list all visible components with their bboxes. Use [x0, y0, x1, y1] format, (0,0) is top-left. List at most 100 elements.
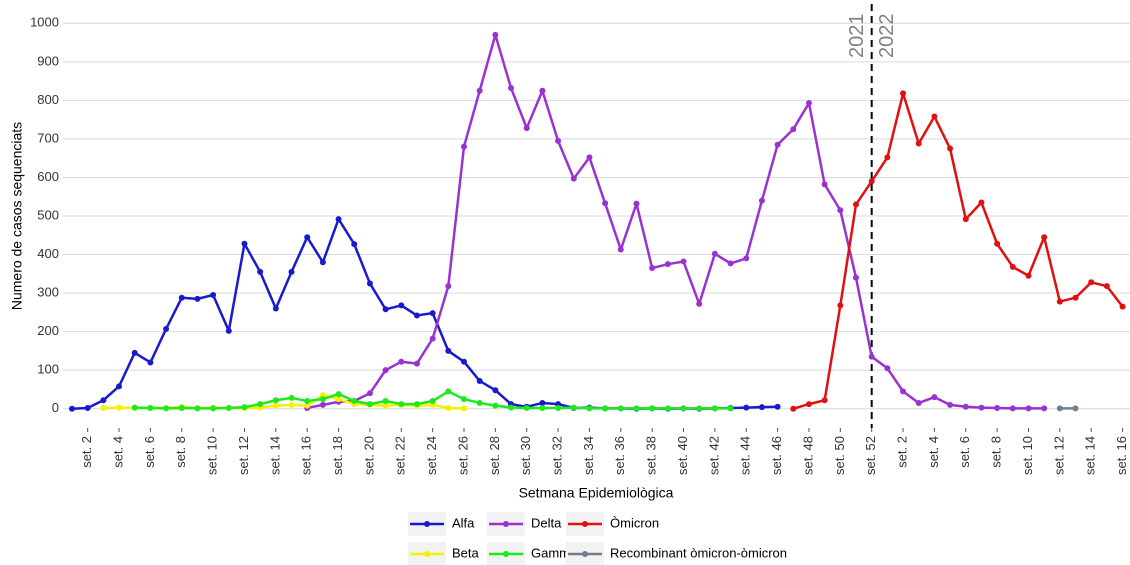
x-tick-label: set. 18 — [330, 436, 345, 475]
series-point — [539, 399, 546, 406]
series-point — [272, 305, 279, 312]
series-point — [413, 360, 420, 367]
y-tick-label: 0 — [52, 400, 59, 415]
series-point — [1056, 405, 1063, 412]
x-tick-label: set. 10 — [205, 436, 220, 475]
x-tick-label: set. 30 — [518, 436, 533, 475]
series-point — [257, 401, 264, 408]
series-point — [382, 402, 389, 409]
series-point — [868, 353, 875, 360]
series-point — [790, 126, 797, 133]
legend-label: Recombinant òmicron-òmicron — [610, 545, 787, 560]
y-tick-label: 300 — [37, 285, 59, 300]
series-point — [366, 280, 373, 287]
series-line — [792, 92, 1124, 410]
legend-label: Òmicron — [610, 515, 659, 530]
series-point — [131, 404, 138, 411]
series-point — [304, 402, 311, 409]
series-point — [947, 401, 954, 408]
series-point — [116, 404, 123, 411]
series-point — [257, 268, 264, 275]
x-tick-label: set. 14 — [1083, 436, 1098, 475]
series-point — [900, 388, 907, 395]
series-point — [790, 405, 797, 412]
x-tick-label: set. 24 — [424, 436, 439, 475]
series-point — [1009, 405, 1016, 412]
series-point — [1088, 279, 1095, 286]
series-point — [413, 401, 420, 408]
legend-key-dot — [424, 521, 430, 527]
series-point — [84, 404, 91, 411]
year-annotation: 2021 — [846, 14, 868, 59]
series-point — [288, 401, 295, 408]
series-point — [602, 200, 609, 207]
series-point — [351, 398, 358, 405]
series-point — [1041, 405, 1048, 412]
series-point — [664, 261, 671, 268]
series-point — [241, 404, 248, 411]
series-point — [696, 405, 703, 412]
series-point — [758, 197, 765, 204]
series-point — [617, 405, 624, 412]
legend-label: Beta — [452, 545, 480, 560]
series-point — [915, 140, 922, 147]
y-tick-label: 700 — [37, 130, 59, 145]
series-point — [633, 200, 640, 207]
series-point — [633, 405, 640, 412]
series-point — [288, 268, 295, 275]
legend-key-dot — [582, 551, 588, 557]
x-tick-label: set. 8 — [989, 436, 1004, 468]
x-tick-label: set. 14 — [267, 436, 282, 475]
series-point — [868, 178, 875, 185]
x-tick-label: set. 34 — [581, 436, 596, 475]
series-point — [366, 390, 373, 397]
series-point — [915, 399, 922, 406]
series-point — [758, 404, 765, 411]
series-point — [617, 246, 624, 253]
series-point — [774, 403, 781, 410]
series-point — [1009, 263, 1016, 270]
y-tick-label: 500 — [37, 207, 59, 222]
series-point — [382, 367, 389, 374]
series-point — [461, 405, 467, 412]
series-point — [476, 399, 483, 406]
series-point — [445, 347, 452, 354]
series-point — [476, 87, 483, 94]
series-point — [351, 241, 358, 248]
series-point — [1025, 272, 1032, 279]
series-point — [194, 405, 201, 412]
series-point — [319, 259, 326, 266]
series-point — [853, 274, 859, 281]
series-point — [304, 234, 311, 241]
series-point — [711, 250, 718, 257]
series-point — [241, 240, 248, 247]
legend-key-dot — [503, 521, 509, 527]
series-point — [539, 404, 546, 411]
series-point — [100, 397, 107, 404]
series-point — [116, 383, 123, 390]
series-point — [461, 396, 467, 403]
x-tick-label: set. 16 — [1114, 436, 1129, 475]
series-point — [570, 404, 577, 411]
y-tick-label: 800 — [37, 92, 59, 107]
series-point — [727, 405, 734, 412]
series-point — [711, 405, 718, 412]
legend-key-dot — [424, 551, 430, 557]
series-point — [304, 398, 311, 405]
series-point — [335, 396, 342, 403]
series-point — [570, 175, 577, 182]
x-tick-label: set. 4 — [110, 436, 125, 468]
series-point — [398, 302, 405, 309]
series-point — [335, 391, 342, 398]
series-point — [931, 394, 938, 401]
x-axis-label: Setmana Epidemiològica — [519, 485, 674, 501]
series-point — [994, 404, 1001, 411]
series-point — [382, 306, 389, 313]
y-tick-label: 200 — [37, 323, 59, 338]
series-point — [429, 398, 436, 405]
x-tick-label: set. 4 — [926, 436, 941, 468]
series-point — [696, 300, 703, 307]
series-point — [225, 404, 232, 411]
x-tick-label: set. 32 — [550, 436, 565, 475]
series-point — [555, 404, 562, 411]
